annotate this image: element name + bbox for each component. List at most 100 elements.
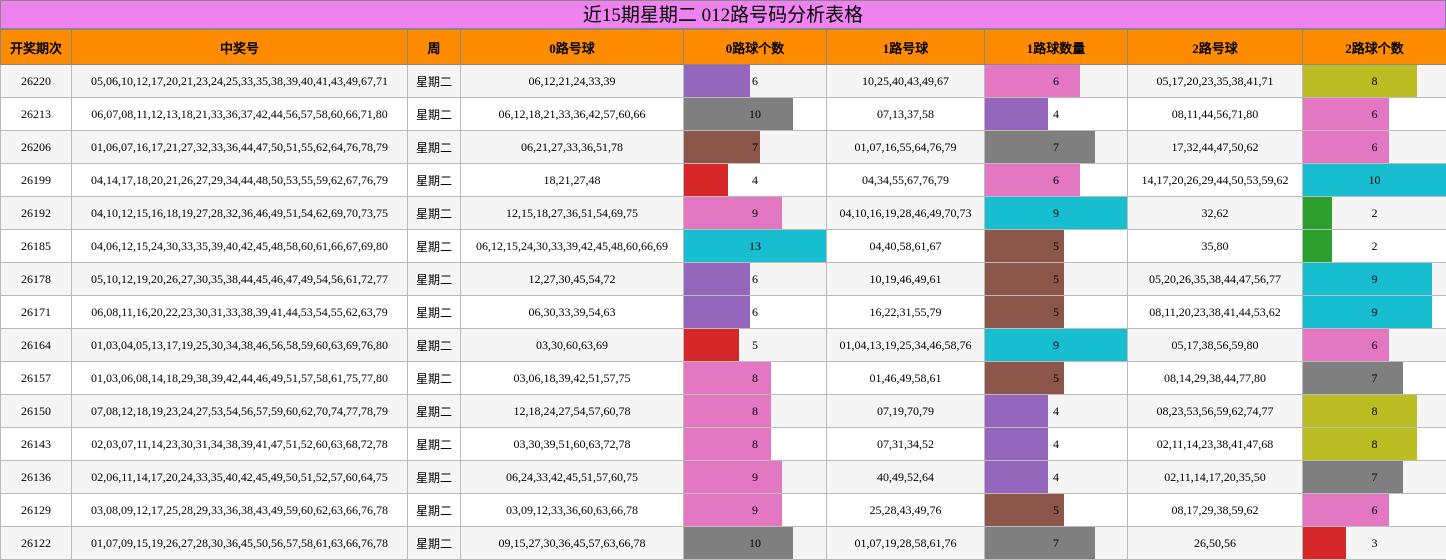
count-bar	[985, 494, 1064, 526]
count-cell: 7	[1302, 460, 1446, 494]
count-bar	[684, 428, 772, 460]
column-header: 开奖期次	[0, 29, 72, 65]
count-bar	[684, 164, 728, 196]
count-cell: 10	[1302, 163, 1446, 197]
cell: 26122	[0, 526, 72, 560]
count-bar	[985, 428, 1049, 460]
count-value: 2	[1371, 205, 1378, 220]
cell: 04,10,16,19,28,46,49,70,73	[826, 196, 985, 230]
count-value: 9	[1053, 337, 1059, 352]
table-row: 26143 02,03,07,11,14,23,30,31,34,38,39,41…	[0, 427, 1446, 461]
count-cell: 6	[1302, 493, 1446, 527]
count-bar	[1303, 296, 1432, 328]
table-row: 26185 04,06,12,15,24,30,33,35,39,40,42,45…	[0, 229, 1446, 263]
cell: 07,31,34,52	[826, 427, 985, 461]
cell: 04,34,55,67,76,79	[826, 163, 985, 197]
count-value: 9	[1371, 304, 1378, 319]
cell: 03,09,12,33,36,60,63,66,78	[460, 493, 684, 527]
count-cell: 7	[1302, 361, 1446, 395]
count-cell: 9	[683, 460, 827, 494]
count-value: 5	[1053, 271, 1059, 286]
count-cell: 6	[984, 64, 1128, 98]
cell: 星期二	[407, 97, 461, 131]
count-cell: 8	[683, 427, 827, 461]
count-value: 9	[752, 205, 758, 220]
cell: 26136	[0, 460, 72, 494]
cell: 26192	[0, 196, 72, 230]
count-bar	[985, 527, 1096, 559]
count-value: 8	[1371, 436, 1378, 451]
count-bar	[1303, 527, 1346, 559]
count-value: 8	[752, 370, 758, 385]
cell: 星期二	[407, 526, 461, 560]
column-header: 周	[407, 29, 461, 65]
count-bar	[1303, 428, 1418, 460]
count-bar	[985, 230, 1064, 262]
cell: 07,08,12,18,19,23,24,27,53,54,56,57,59,6…	[71, 394, 408, 428]
count-cell: 5	[683, 328, 827, 362]
cell: 08,11,44,56,71,80	[1127, 97, 1303, 131]
count-value: 6	[1053, 172, 1059, 187]
table-row: 26206 01,06,07,16,17,21,27,32,33,36,44,47…	[0, 130, 1446, 164]
count-bar	[684, 296, 750, 328]
count-bar	[1303, 494, 1389, 526]
count-bar	[985, 98, 1049, 130]
table-row: 26171 06,08,11,16,20,22,23,30,31,33,38,39…	[0, 295, 1446, 329]
cell: 26206	[0, 130, 72, 164]
table-row: 26157 01,03,06,08,14,18,29,38,39,42,44,46…	[0, 361, 1446, 395]
cell: 26199	[0, 163, 72, 197]
count-cell: 6	[683, 262, 827, 296]
count-cell: 9	[984, 196, 1128, 230]
count-cell: 5	[984, 262, 1128, 296]
count-cell: 4	[984, 460, 1128, 494]
count-value: 13	[749, 238, 761, 253]
cell: 01,03,06,08,14,18,29,38,39,42,44,46,49,5…	[71, 361, 408, 395]
cell: 星期二	[407, 493, 461, 527]
cell: 06,12,21,24,33,39	[460, 64, 684, 98]
count-cell: 6	[984, 163, 1128, 197]
cell: 05,10,12,19,20,26,27,30,35,38,44,45,46,4…	[71, 262, 408, 296]
count-bar	[985, 296, 1064, 328]
count-cell: 2	[1302, 196, 1446, 230]
count-bar	[1303, 197, 1332, 229]
count-bar	[1303, 263, 1432, 295]
cell: 07,13,37,58	[826, 97, 985, 131]
header-row: 开奖期次 中奖号周 0路号球 0路球个数 1路号球 1路球数量 2路号球 2路球个数	[0, 29, 1446, 65]
count-cell: 9	[1302, 262, 1446, 296]
count-cell: 6	[683, 64, 827, 98]
cell: 04,14,17,18,20,21,26,27,29,34,44,48,50,5…	[71, 163, 408, 197]
count-value: 5	[752, 337, 758, 352]
count-bar	[684, 461, 783, 493]
cell: 07,19,70,79	[826, 394, 985, 428]
cell: 01,07,16,55,64,76,79	[826, 130, 985, 164]
table-row: 26150 07,08,12,18,19,23,24,27,53,54,56,57…	[0, 394, 1446, 428]
count-value: 5	[1053, 502, 1059, 517]
column-header: 中奖号	[71, 29, 408, 65]
cell: 26143	[0, 427, 72, 461]
count-value: 4	[1053, 469, 1059, 484]
cell: 08,23,53,56,59,62,74,77	[1127, 394, 1303, 428]
count-cell: 5	[984, 493, 1128, 527]
count-bar	[684, 329, 739, 361]
cell: 01,06,07,16,17,21,27,32,33,36,44,47,50,5…	[71, 130, 408, 164]
count-value: 5	[1053, 304, 1059, 319]
count-bar	[985, 65, 1080, 97]
count-value: 5	[1053, 370, 1059, 385]
cell: 10,19,46,49,61	[826, 262, 985, 296]
count-cell: 6	[683, 295, 827, 329]
cell: 星期二	[407, 460, 461, 494]
cell: 星期二	[407, 229, 461, 263]
cell: 02,06,11,14,17,20,24,33,35,40,42,45,49,5…	[71, 460, 408, 494]
count-cell: 10	[683, 526, 827, 560]
count-cell: 8	[1302, 64, 1446, 98]
count-value: 4	[752, 172, 758, 187]
count-bar	[985, 263, 1064, 295]
count-value: 4	[1053, 436, 1059, 451]
cell: 18,21,27,48	[460, 163, 684, 197]
cell: 26157	[0, 361, 72, 395]
cell: 26129	[0, 493, 72, 527]
count-bar	[1303, 65, 1418, 97]
cell: 12,18,24,27,54,57,60,78	[460, 394, 684, 428]
cell: 26150	[0, 394, 72, 428]
count-cell: 8	[683, 361, 827, 395]
